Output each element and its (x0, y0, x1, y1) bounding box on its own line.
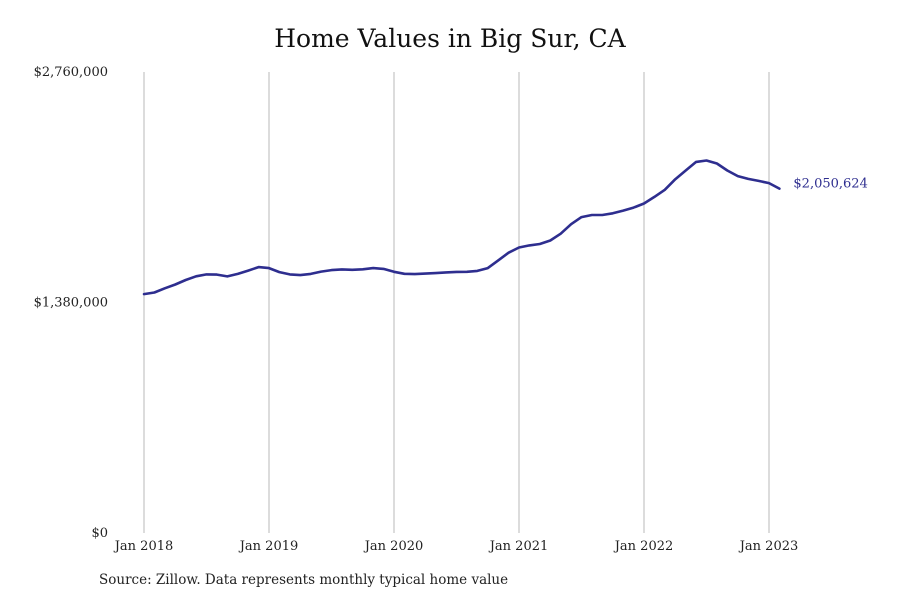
y-tick-label: $0 (91, 526, 108, 541)
x-axis: Jan 2018 Jan 2019 Jan 2020 Jan 2021 Jan 2022… (113, 539, 799, 554)
y-tick-label: $1,380,000 (34, 296, 108, 311)
x-tick-label: Jan 2023 (738, 539, 799, 554)
chart-title: Home Values in Big Sur, CA (274, 24, 626, 53)
y-tick-label: $2,760,000 (34, 65, 108, 80)
y-axis: $0 $1,380,000 $2,760,000 (34, 65, 108, 541)
x-tick-label: Jan 2022 (613, 539, 674, 554)
x-tick-label: Jan 2019 (238, 539, 299, 554)
source-note: Source: Zillow. Data represents monthly … (99, 572, 509, 588)
x-tick-label: Jan 2018 (113, 539, 174, 554)
x-tick-label: Jan 2020 (363, 539, 424, 554)
x-tick-label: Jan 2021 (488, 539, 549, 554)
series-line (142, 159, 781, 296)
end-value-label: $2,050,624 (793, 177, 867, 192)
series-lines (142, 159, 781, 296)
gridlines (143, 72, 770, 533)
